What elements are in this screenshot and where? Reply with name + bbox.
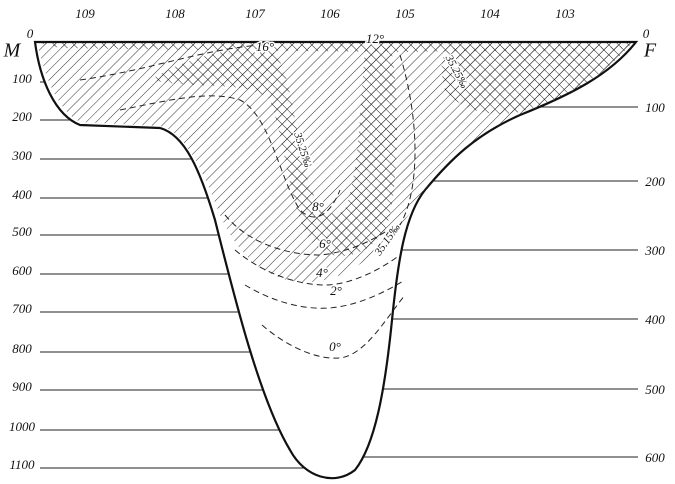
isotherm-label: 6° — [319, 236, 331, 251]
crosshatch-surface — [35, 42, 636, 52]
isotherm-line — [79, 44, 261, 81]
isotherm-label: 16° — [256, 39, 274, 54]
crosshatch-east — [441, 45, 630, 114]
left-depth-label: 900 — [12, 379, 32, 394]
right-depth-label: 400 — [645, 312, 665, 327]
left-depth-label: 600 — [12, 263, 32, 278]
station-label: 109 — [75, 6, 95, 21]
isotherm-line — [234, 249, 401, 286]
right-depth-label: 600 — [645, 450, 665, 465]
isotherm-label: 12° — [366, 31, 384, 46]
station-label: 103 — [555, 6, 575, 21]
right-depth-label: 300 — [644, 243, 665, 258]
left-depth-label: 300 — [11, 148, 32, 163]
left-depth-label: 700 — [12, 301, 32, 316]
isotherm-line — [399, 54, 416, 226]
station-label: 106 — [320, 6, 340, 21]
right-unit: F — [643, 40, 657, 62]
crosshatch-west — [150, 45, 397, 257]
left-depth-label: 800 — [12, 341, 32, 356]
isotherm-label: 0° — [329, 339, 341, 354]
right-depth-label: 500 — [645, 382, 665, 397]
left-unit: M — [3, 40, 22, 62]
left-depth-label: 100 — [12, 71, 32, 86]
left-depth-label: 1100 — [9, 457, 35, 472]
left-depth-label: 200 — [12, 109, 32, 124]
right-depth-label: 0 — [643, 26, 650, 41]
left-depth-label: 400 — [12, 187, 32, 202]
left-depth-label: 1000 — [9, 419, 36, 434]
isotherm-label: 4° — [316, 265, 328, 280]
station-label: 107 — [245, 6, 265, 21]
right-depth-label: 100 — [645, 100, 665, 115]
isotherm-label: 8° — [312, 199, 324, 214]
left-depth-label: 500 — [12, 224, 32, 239]
isotherm-line — [224, 214, 396, 256]
isotherm-line — [119, 95, 341, 218]
station-label: 108 — [165, 6, 185, 21]
station-label: 105 — [395, 6, 415, 21]
right-depth-label: 200 — [645, 174, 665, 189]
left-depth-label: 0 — [27, 26, 34, 41]
isotherm-label: 2° — [330, 283, 342, 298]
station-label: 104 — [480, 6, 500, 21]
